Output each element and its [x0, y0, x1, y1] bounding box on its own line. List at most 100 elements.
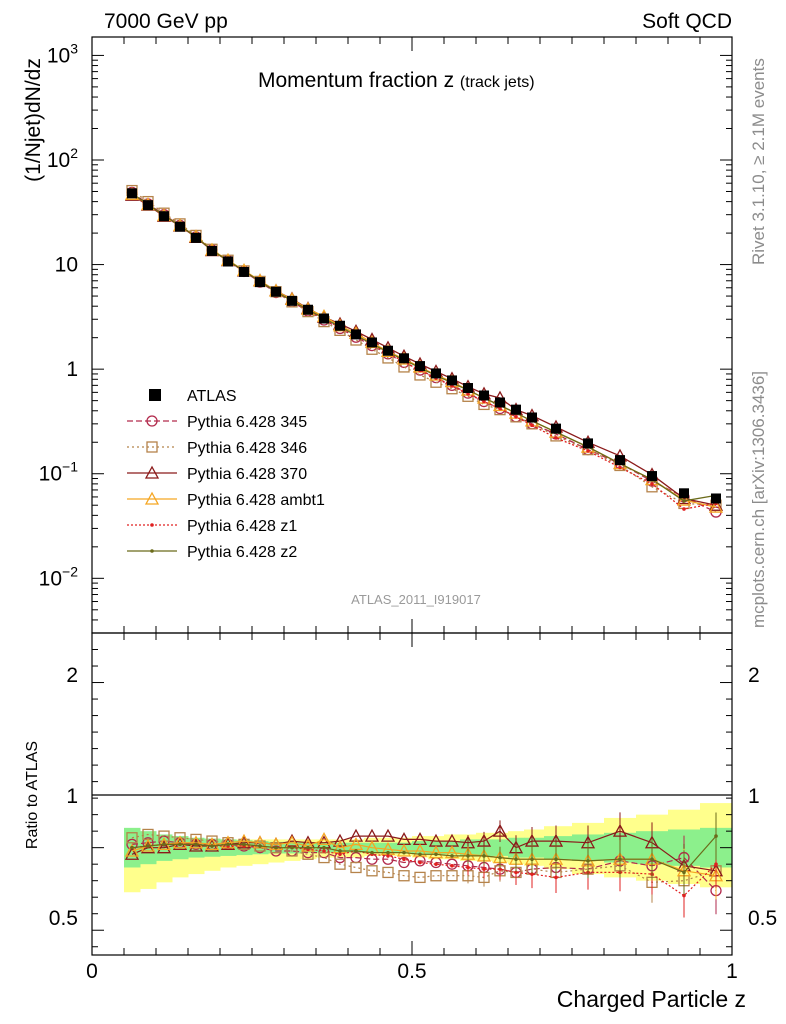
atlas-data-point [647, 471, 657, 482]
legend-label: Pythia 6.428 370 [187, 466, 307, 483]
series-marker [650, 482, 654, 486]
legend: ATLAS Pythia 6.428 345 Pythia 6.428 346 Pyt… [127, 388, 325, 561]
series-marker [514, 857, 518, 862]
series-marker [586, 449, 590, 453]
series-marker [126, 832, 138, 844]
series-marker [258, 844, 262, 848]
series-marker [150, 549, 154, 553]
atlas-data-point [711, 493, 721, 504]
atlas-data-point [351, 329, 361, 340]
ratio-series-layer [124, 812, 724, 918]
legend-entry-2: Pythia 6.428 346 [127, 440, 307, 457]
series-marker [402, 857, 406, 862]
main-series-4 [130, 191, 718, 511]
series-marker [146, 844, 150, 848]
series-marker [348, 828, 364, 842]
series-marker [332, 833, 348, 847]
ratio-ytick-2-right: 2 [748, 664, 760, 687]
atlas-data-point [463, 383, 473, 394]
series-marker [714, 834, 718, 838]
series-marker [274, 845, 278, 850]
atlas-data-point [431, 368, 441, 379]
atlas-data-point [175, 221, 185, 232]
series-marker [144, 491, 160, 505]
series-marker [530, 857, 534, 862]
atlas-data-point [239, 266, 249, 277]
main-ytick-label: 10 [55, 254, 78, 277]
main-ytick-label-base: 10 [39, 567, 62, 590]
atlas-data-point [127, 188, 137, 199]
atlas-data-point [159, 211, 169, 222]
series-marker [482, 867, 486, 871]
atlas-data-point [511, 404, 521, 415]
legend-entry-6: Pythia 6.428 z2 [127, 544, 297, 561]
series-marker [130, 845, 134, 850]
main-ytick-label-base: 10 [47, 44, 70, 67]
main-ytick-label-exp: −2 [62, 563, 78, 579]
series-marker [402, 850, 406, 855]
main-series-line [131, 191, 717, 513]
series-marker [476, 833, 492, 847]
atlas-data-point [271, 286, 281, 297]
series-marker [242, 842, 246, 847]
series-marker [498, 867, 502, 871]
series-marker [380, 828, 396, 842]
legend-entry-1: Pythia 6.428 345 [127, 414, 307, 431]
ratio-series-line [131, 835, 717, 874]
series-marker [334, 858, 346, 870]
series-marker [492, 823, 508, 837]
x-tick-1: 1 [726, 960, 738, 983]
atlas-data-point [615, 455, 625, 466]
ratio-ytick-1-right: 1 [748, 785, 760, 808]
atlas-data-point [551, 423, 561, 434]
header-right: Soft QCD [642, 10, 732, 33]
series-marker [498, 406, 502, 411]
series-marker [210, 844, 214, 848]
main-panel: Momentum fraction z (track jets) ATLAS_2… [22, 36, 733, 634]
series-marker [618, 857, 622, 862]
series-marker [414, 871, 426, 884]
ratio-series-line [131, 833, 717, 883]
series-marker [156, 840, 172, 854]
ratio-y-axis-label: Ratio to ATLAS [24, 741, 41, 849]
series-marker [708, 497, 724, 511]
atlas-data-point [367, 337, 377, 348]
main-ytick-label: 10−2 [39, 563, 79, 590]
series-marker [398, 870, 410, 882]
atlas-data-point [319, 313, 329, 324]
series-marker [612, 823, 628, 837]
atlas-data-point [255, 277, 265, 288]
series-marker [382, 866, 394, 879]
chart-title-sub: (track jets) [460, 74, 535, 91]
legend-entry-3: Pythia 6.428 370 [127, 465, 307, 483]
series-marker [554, 875, 558, 880]
series-marker [162, 842, 166, 847]
band-1sigma [396, 842, 413, 853]
ratio-ytick-1-left: 1 [66, 785, 78, 808]
series-marker [482, 399, 486, 404]
ratio-ytick-2-left: 2 [66, 664, 78, 687]
series-marker [354, 849, 358, 853]
series-marker [482, 854, 486, 858]
atlas-data-point [207, 245, 217, 256]
atlas-data-point [479, 390, 489, 401]
series-marker [682, 893, 686, 898]
atlas-data-point [527, 412, 537, 423]
series-marker [446, 858, 458, 870]
series-marker [290, 845, 294, 850]
main-series-line [131, 190, 717, 506]
main-ytick-label: 103 [47, 40, 78, 67]
series-marker [434, 862, 438, 866]
main-ytick-label-exp: 3 [70, 40, 78, 56]
atlas-data-point [679, 488, 689, 499]
atlas-data-point [495, 397, 505, 408]
series-marker [434, 852, 438, 857]
series-marker [194, 842, 198, 847]
legend-marker [149, 389, 161, 401]
band-1sigma [348, 842, 365, 853]
series-marker [446, 870, 458, 882]
ratio-series-line [131, 843, 717, 897]
atlas-data-point [223, 256, 233, 267]
atlas-data-point [287, 295, 297, 306]
